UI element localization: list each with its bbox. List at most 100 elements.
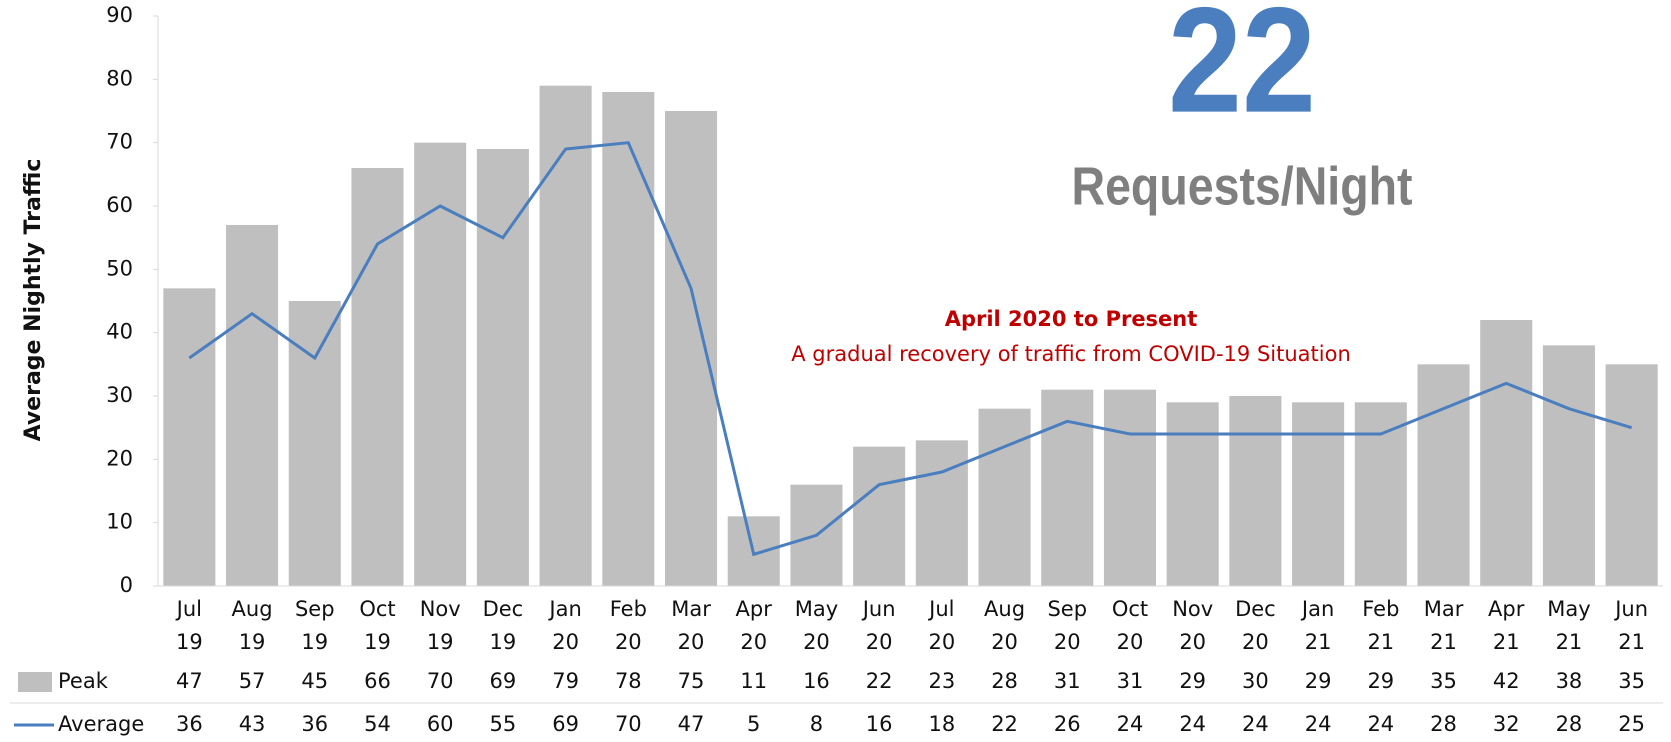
table-value: 54 [364,712,391,736]
y-tick-label: 30 [106,383,133,407]
bar [288,301,341,586]
table-value: 47 [176,669,203,693]
x-tick-label: Jul [175,597,202,621]
table-value: 31 [1117,669,1144,693]
x-tick-label: Mar [1424,597,1464,621]
x-tick-label: Sep [1047,597,1087,621]
y-tick-label: 0 [120,573,133,597]
x-tick-label: 20 [928,630,955,654]
headline-unit: Requests/Night [1072,156,1413,216]
x-tick-label: 21 [1367,630,1394,654]
x-tick-label: 20 [1117,630,1144,654]
x-tick-label: 21 [1556,630,1583,654]
x-tick-label: 20 [1242,630,1269,654]
bar [1103,389,1157,586]
x-tick-label: 20 [615,630,642,654]
y-tick-label: 80 [106,66,133,90]
line [188,141,1633,557]
x-tick-label: Feb [1362,597,1399,621]
x-tick-label: Apr [1488,597,1525,621]
annotation-title: April 2020 to Present [945,307,1198,331]
x-tick-label: 19 [427,630,454,654]
table-value: 29 [1367,669,1394,693]
table-value: 70 [615,712,642,736]
table-value: 28 [1556,712,1583,736]
table-value: 69 [490,669,517,693]
bar [1292,402,1345,586]
table-value: 38 [1556,669,1583,693]
table-value: 16 [803,669,830,693]
table-value: 28 [991,669,1018,693]
table-value: 16 [866,712,893,736]
table-value: 22 [866,669,893,693]
x-tick-label: 20 [1179,630,1206,654]
bar [915,440,968,586]
table-value: 5 [747,712,760,736]
bar [1417,364,1470,586]
table-value: 28 [1430,712,1457,736]
y-tick-label: 40 [106,320,133,344]
x-tick-label: 20 [552,630,579,654]
x-tick-label: Dec [483,597,524,621]
bar [476,149,529,586]
x-tick-label: 21 [1493,630,1520,654]
table-value: 78 [615,669,642,693]
x-tick-label: May [795,597,838,621]
table-value: 66 [364,669,391,693]
table-value: 8 [810,712,823,736]
x-tick-label: Jun [1613,597,1648,621]
x-tick-label: Jun [861,597,896,621]
y-tick-label: 50 [106,256,133,280]
x-tick-label: Sep [295,597,335,621]
bar [1480,320,1533,586]
bar [414,142,467,586]
bar [1229,396,1282,586]
table-value: 45 [301,669,328,693]
bar [1354,402,1407,586]
table-value: 60 [427,712,454,736]
y-tick-label: 60 [106,193,133,217]
x-tick-label: Oct [1112,597,1148,621]
y-tick-label: 90 [106,3,133,27]
table-value: 23 [928,669,955,693]
bar [1542,345,1595,586]
x-tick-label: 20 [740,630,767,654]
bar [163,288,216,586]
x-tick-label: Apr [736,597,773,621]
x-tick-label: Jan [547,597,581,621]
x-tick-label: 19 [301,630,328,654]
bar [351,168,404,586]
x-tick-label: 20 [1054,630,1081,654]
table-value: 25 [1618,712,1645,736]
table-value: 36 [301,712,328,736]
table-value: 69 [552,712,579,736]
bar [1605,364,1658,586]
x-tick-label: 19 [239,630,266,654]
bar [1041,389,1094,586]
x-tick-label: May [1547,597,1590,621]
table-value: 26 [1054,712,1081,736]
table-value: 24 [1242,712,1269,736]
x-tick-label: Jul [927,597,954,621]
table-value: 11 [740,669,767,693]
table-value: 70 [427,669,454,693]
y-tick-label: 10 [106,510,133,534]
y-tick-label: 70 [106,130,133,154]
table-value: 30 [1242,669,1269,693]
x-tick-label: 20 [991,630,1018,654]
y-axis-label: Average Nightly Traffic [21,159,46,442]
x-tick-label: Aug [984,597,1025,621]
table-value: 36 [176,712,203,736]
bar [602,92,655,586]
table-value: 79 [552,669,579,693]
x-tick-label: Nov [420,597,461,621]
bar [226,225,279,586]
x-tick-label: Oct [359,597,395,621]
bar [978,408,1031,586]
table-value: 32 [1493,712,1520,736]
x-tick-label: Dec [1235,597,1276,621]
x-tick-label: Nov [1172,597,1213,621]
table-value: 24 [1117,712,1144,736]
table-value: 35 [1618,669,1645,693]
